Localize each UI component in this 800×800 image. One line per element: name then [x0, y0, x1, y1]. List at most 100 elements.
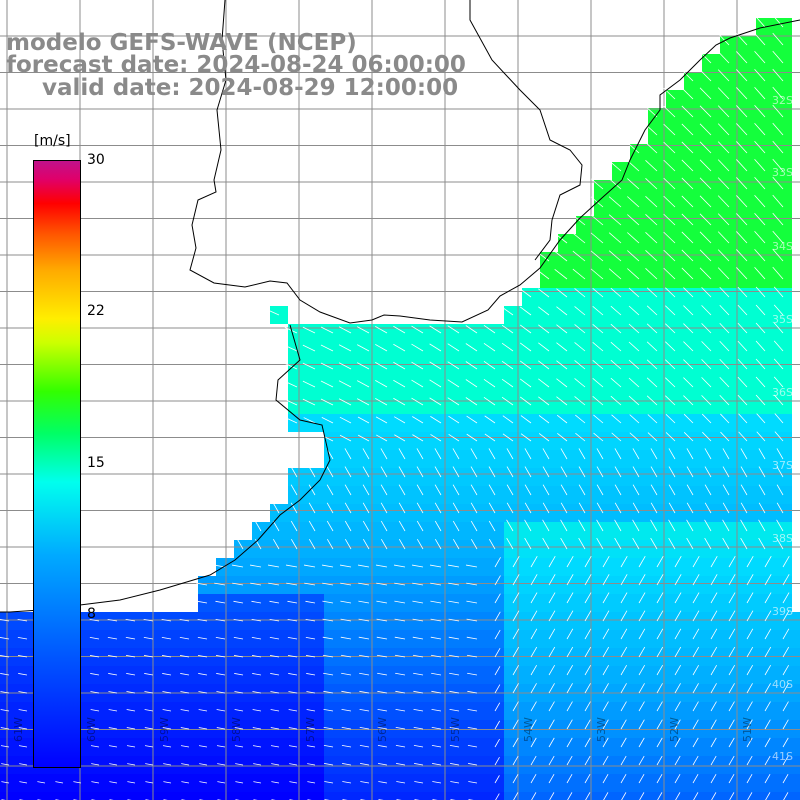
wind-speed-cell	[792, 702, 800, 720]
wind-vector	[411, 325, 424, 334]
wind-vector	[611, 432, 622, 442]
wind-vector	[699, 267, 712, 280]
wind-vector	[251, 600, 262, 604]
wind-vector	[566, 683, 573, 694]
colorbar	[33, 160, 81, 768]
wind-vector	[699, 213, 712, 226]
lon-label-59w: 59W	[158, 717, 171, 742]
wind-vector	[358, 600, 370, 604]
wind-vector	[302, 398, 316, 406]
wind-vector	[663, 231, 676, 244]
wind-vector	[710, 701, 717, 712]
wind-vector	[683, 413, 694, 424]
wind-vector	[620, 592, 628, 604]
wind-vector	[143, 636, 154, 640]
wind-vector	[467, 690, 478, 694]
wind-speed-cell	[360, 792, 378, 800]
wind-vector	[362, 502, 370, 514]
wind-vector	[449, 672, 460, 676]
wind-vector	[663, 159, 676, 172]
wind-vector	[542, 502, 550, 514]
wind-vector	[231, 564, 244, 568]
wind-vector	[380, 466, 388, 478]
wind-vector	[728, 664, 736, 676]
wind-vector	[268, 582, 280, 586]
wind-vector	[638, 755, 645, 766]
wind-vector	[494, 629, 501, 640]
wind-vector	[452, 520, 460, 532]
wind-vector	[344, 484, 352, 496]
wind-vector	[572, 250, 586, 262]
wind-vector	[91, 763, 100, 766]
wind-vector	[396, 763, 406, 766]
wind-vector	[627, 268, 640, 280]
wind-vector	[338, 380, 352, 388]
wind-vector	[554, 250, 568, 262]
wind-vector	[754, 141, 766, 154]
wind-vector	[179, 618, 190, 622]
wind-vector	[0, 655, 10, 658]
wind-vector	[411, 564, 424, 568]
wind-vector	[728, 737, 735, 748]
wind-vector	[629, 432, 640, 442]
wind-vector	[398, 484, 406, 496]
wind-vector	[782, 610, 790, 622]
wind-vector	[754, 105, 766, 118]
wind-vector	[494, 738, 500, 748]
wind-vector	[663, 213, 676, 226]
wind-vector	[344, 538, 352, 550]
wind-vector	[288, 727, 298, 730]
wind-vector	[746, 592, 754, 604]
wind-vector	[627, 214, 640, 226]
wind-vector	[782, 755, 789, 766]
wind-vector	[519, 342, 532, 352]
wind-vector	[234, 709, 244, 712]
wind-vector	[524, 466, 532, 478]
wind-vector	[663, 267, 676, 280]
wind-speed-cell	[324, 792, 342, 800]
wind-vector	[681, 159, 694, 172]
wind-vector	[699, 123, 712, 136]
wind-vector	[430, 434, 442, 442]
wind-vector	[530, 555, 538, 568]
wind-vector	[432, 781, 442, 784]
wind-vector	[320, 362, 334, 370]
wind-vector	[746, 628, 754, 640]
wind-vector	[560, 466, 568, 478]
wind-vector	[645, 160, 658, 172]
wind-vector	[578, 466, 586, 478]
wind-vector	[197, 636, 208, 640]
wind-vector	[710, 774, 717, 784]
wind-speed-cell	[288, 792, 306, 800]
wind-vector	[375, 380, 388, 388]
wind-vector	[574, 288, 586, 298]
wind-speed-cell	[234, 792, 252, 800]
wind-vector	[710, 737, 717, 748]
wind-vector	[162, 691, 172, 694]
wind-vector	[285, 564, 298, 568]
wind-vector	[465, 325, 478, 334]
wind-vector	[450, 763, 460, 766]
wind-vector	[362, 538, 370, 550]
lat-label-33s: 33S	[772, 166, 793, 179]
wind-vector	[722, 519, 730, 532]
wind-vector	[502, 415, 514, 424]
wind-vector	[107, 636, 118, 640]
wind-vector	[645, 196, 658, 208]
wind-vector	[538, 415, 550, 424]
wind-vector	[548, 737, 555, 748]
wind-vector	[362, 520, 370, 532]
wind-vector	[215, 655, 226, 658]
wind-vector	[719, 304, 730, 316]
wind-vector	[628, 377, 640, 388]
wind-vector	[234, 673, 244, 676]
wind-vector	[764, 610, 772, 622]
wind-vector	[782, 574, 790, 586]
wind-vector	[377, 726, 388, 730]
wind-vector	[646, 287, 658, 298]
wind-vector	[127, 763, 136, 766]
wind-vector	[470, 466, 478, 478]
wind-vector	[234, 727, 244, 730]
wind-vector	[620, 719, 627, 730]
wind-vector	[413, 690, 424, 694]
